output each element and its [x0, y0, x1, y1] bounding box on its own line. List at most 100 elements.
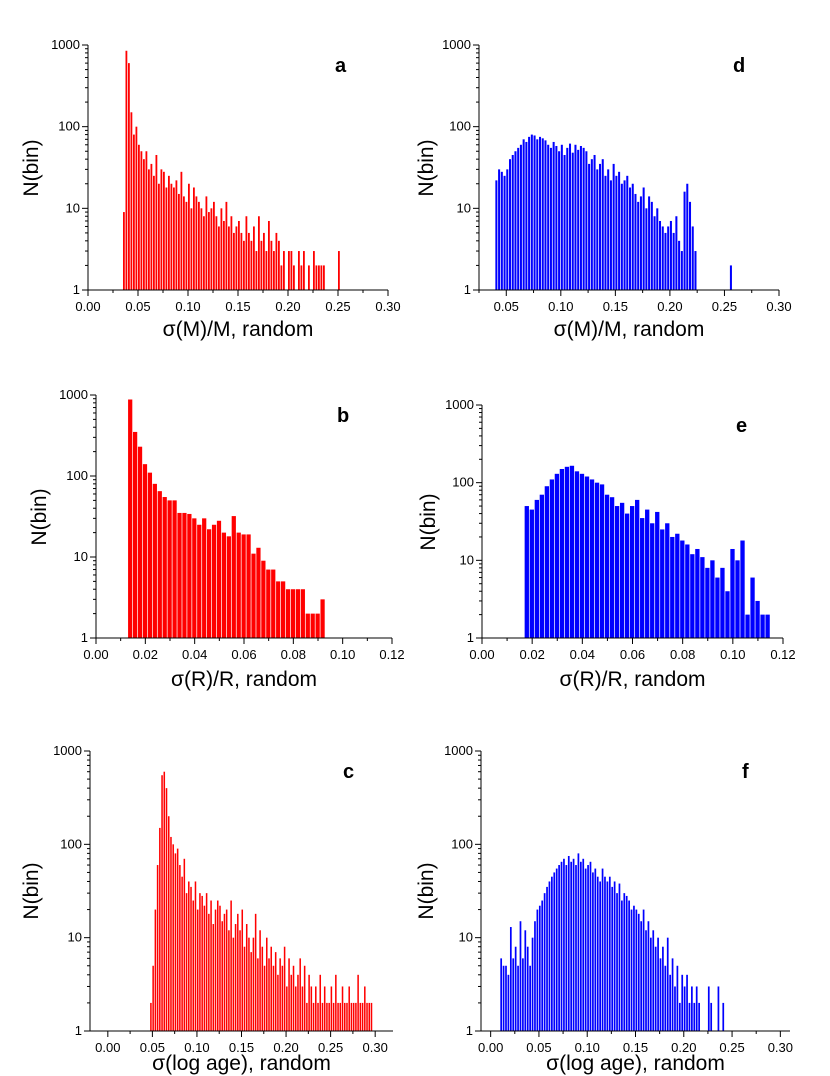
histogram-bar	[232, 937, 235, 1031]
histogram-bar	[681, 974, 684, 1031]
histogram-bar	[669, 974, 672, 1031]
histogram-bar	[321, 1002, 324, 1031]
histogram-bar	[517, 147, 520, 290]
histogram-bar	[549, 479, 555, 638]
histogram-bar	[203, 905, 206, 1031]
y-tick-label: 100	[58, 119, 80, 134]
histogram-bar	[128, 63, 130, 291]
histogram-bar	[143, 159, 145, 290]
histogram-bar	[519, 144, 522, 290]
histogram-bar	[278, 240, 280, 290]
histogram-bar	[350, 1002, 353, 1031]
histogram-bar	[293, 265, 295, 290]
histogram-bar	[183, 196, 185, 290]
histogram-bar	[720, 567, 725, 638]
histogram-bar	[584, 476, 590, 638]
histogram-bar	[310, 613, 315, 638]
histogram-bar	[175, 180, 178, 290]
x-tick-label: 0.12	[379, 647, 404, 662]
histogram-bar	[533, 135, 536, 290]
panel-letter: d	[733, 55, 746, 77]
histogram-bar	[288, 251, 290, 290]
histogram-bar	[609, 180, 612, 290]
y-tick-label: 100	[60, 836, 82, 851]
x-axis-label: σ(M)/M, random	[162, 318, 314, 341]
histogram-bar	[368, 1002, 371, 1031]
histogram-bar	[201, 895, 203, 1031]
histogram-bar	[254, 913, 257, 1031]
histogram-bar	[318, 265, 320, 290]
histogram-bar	[292, 965, 295, 1031]
histogram-bar	[680, 251, 683, 290]
histogram-bar	[192, 900, 195, 1031]
histogram-bar	[348, 986, 350, 1031]
histogram-bar	[300, 265, 303, 290]
histogram-bar	[210, 208, 213, 290]
histogram-bar	[165, 788, 168, 1031]
histogram-bar	[539, 136, 542, 290]
histogram-bar	[686, 974, 688, 1031]
histogram-bar	[606, 881, 609, 1031]
histogram-bar	[688, 1002, 691, 1031]
histogram-bar	[239, 930, 241, 1031]
panel-a: 1 10 100 1000 0.00 0.05 0.10 0.15 0.20 0.25 0.30 N(…	[0, 0, 415, 358]
histogram-bar	[332, 1002, 335, 1031]
histogram-bar	[659, 220, 662, 290]
histogram-bar	[664, 232, 667, 290]
histogram-bar	[571, 152, 574, 290]
x-tick-label: 0.02	[133, 647, 158, 662]
histogram-bar	[735, 560, 740, 638]
histogram-bar	[155, 154, 158, 290]
histogram-bar	[147, 472, 153, 638]
histogram-bar	[541, 138, 544, 290]
x-tick-label: 0.30	[375, 299, 400, 314]
histogram-bar	[273, 251, 275, 290]
histogram-bar	[637, 913, 640, 1031]
histogram-bar	[271, 569, 276, 638]
histogram-bar	[544, 486, 550, 638]
histogram-bar	[686, 183, 689, 290]
x-tick-label: 0.05	[125, 299, 150, 314]
histogram-bar	[154, 909, 157, 1031]
histogram-bar	[615, 175, 618, 290]
histogram-bar	[235, 226, 238, 290]
histogram-bar	[308, 265, 310, 290]
histogram-bar	[297, 974, 299, 1031]
histogram-bar	[634, 193, 637, 290]
x-tick-label: 0.10	[330, 647, 355, 662]
x-tick-label: 0.00	[83, 647, 108, 662]
histogram-bar	[183, 858, 186, 1031]
histogram-bar	[163, 171, 165, 290]
histogram-bar	[649, 937, 652, 1031]
histogram-bar	[248, 937, 250, 1031]
histogram-bar	[268, 220, 270, 290]
histogram-bar	[263, 232, 265, 290]
histogram-bar	[246, 534, 251, 638]
histogram-bar	[243, 946, 246, 1031]
y-tick-label: 10	[457, 200, 471, 215]
x-tick-label: 0.10	[720, 647, 745, 662]
histogram-bar	[730, 548, 735, 638]
histogram-bar	[240, 232, 243, 290]
histogram-bar	[158, 183, 160, 290]
histogram-bar	[541, 900, 544, 1031]
histogram-bar	[522, 958, 524, 1031]
histogram-bar	[680, 540, 685, 638]
histogram-bar	[683, 191, 686, 290]
x-tick-label: 0.05	[140, 1040, 165, 1055]
histogram-bar	[200, 208, 203, 290]
histogram-bar	[180, 171, 183, 290]
histogram-bar	[359, 1002, 362, 1031]
histogram-bar	[207, 529, 212, 638]
histogram-bar	[609, 497, 615, 638]
histogram-bar	[215, 216, 218, 290]
histogram-bar	[328, 1002, 330, 1031]
histogram-bar	[642, 187, 645, 290]
histogram-bar	[509, 159, 512, 290]
bars	[495, 134, 732, 290]
histogram-bar	[564, 466, 570, 638]
histogram-bar	[238, 220, 240, 290]
histogram-bar	[172, 844, 174, 1031]
histogram-bar	[588, 163, 591, 290]
